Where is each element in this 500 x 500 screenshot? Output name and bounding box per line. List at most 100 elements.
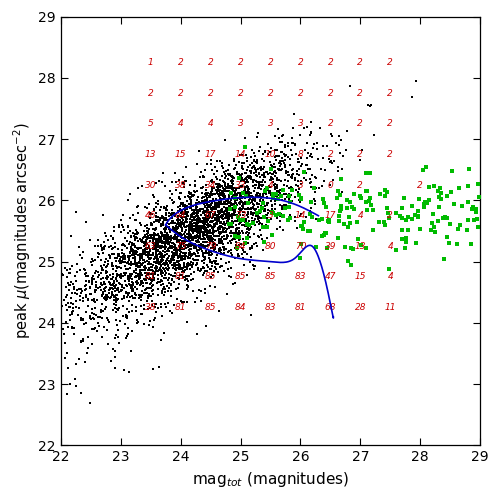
- Point: [202, 238, 209, 246]
- Point: [96, 250, 104, 258]
- Point: [199, 232, 207, 239]
- Point: [224, 190, 232, 198]
- Point: [231, 196, 239, 203]
- Point: [190, 234, 198, 241]
- Point: [235, 224, 243, 232]
- Point: [223, 206, 231, 214]
- Point: [237, 178, 245, 186]
- Point: [155, 216, 163, 224]
- Point: [132, 278, 140, 285]
- Point: [238, 244, 246, 252]
- Point: [284, 168, 292, 176]
- Point: [398, 226, 406, 234]
- Point: [144, 248, 152, 256]
- Point: [194, 214, 202, 222]
- Point: [148, 277, 156, 285]
- Point: [126, 214, 134, 222]
- Point: [148, 272, 156, 280]
- Point: [232, 234, 240, 242]
- Point: [200, 193, 207, 201]
- Point: [288, 186, 296, 194]
- Point: [130, 274, 138, 281]
- Point: [238, 176, 246, 184]
- Text: 2: 2: [358, 120, 363, 128]
- Point: [187, 252, 195, 260]
- Point: [280, 182, 288, 190]
- Point: [185, 228, 193, 235]
- Point: [134, 209, 142, 217]
- Point: [152, 258, 160, 266]
- Point: [232, 230, 239, 237]
- Point: [107, 232, 115, 240]
- Point: [88, 326, 96, 334]
- Point: [160, 202, 168, 210]
- Point: [228, 204, 236, 212]
- Point: [198, 222, 206, 230]
- Point: [141, 266, 149, 274]
- Point: [148, 231, 156, 239]
- Point: [114, 272, 122, 280]
- Point: [261, 188, 269, 196]
- Point: [250, 156, 258, 164]
- Point: [180, 248, 188, 256]
- Point: [194, 238, 202, 246]
- Point: [224, 187, 232, 195]
- Point: [300, 124, 308, 132]
- Point: [104, 260, 112, 268]
- Point: [194, 212, 202, 220]
- Point: [171, 244, 179, 252]
- Point: [161, 260, 169, 268]
- Point: [197, 184, 205, 192]
- Point: [146, 214, 154, 222]
- Point: [187, 234, 195, 242]
- Point: [116, 278, 124, 286]
- Point: [239, 208, 247, 216]
- Point: [190, 206, 198, 214]
- Point: [185, 246, 193, 254]
- Point: [408, 202, 416, 210]
- Point: [182, 237, 190, 245]
- Point: [258, 156, 266, 164]
- Point: [278, 202, 285, 210]
- Point: [186, 219, 194, 227]
- Point: [164, 233, 172, 241]
- Point: [262, 222, 270, 230]
- Point: [112, 298, 120, 306]
- Point: [115, 339, 123, 347]
- Point: [144, 270, 152, 278]
- Point: [142, 245, 150, 253]
- Point: [210, 206, 218, 214]
- Point: [161, 245, 169, 253]
- Point: [228, 177, 235, 185]
- Point: [156, 250, 164, 258]
- Point: [257, 164, 265, 172]
- Point: [184, 262, 192, 270]
- Point: [230, 184, 238, 192]
- Point: [180, 180, 188, 188]
- Point: [274, 164, 282, 172]
- Point: [185, 251, 193, 259]
- Point: [226, 220, 234, 228]
- Point: [143, 279, 151, 287]
- Point: [242, 200, 250, 207]
- Point: [152, 179, 160, 187]
- Point: [402, 234, 410, 241]
- Point: [123, 282, 131, 290]
- Point: [198, 197, 206, 205]
- Point: [133, 228, 141, 236]
- Point: [79, 294, 87, 302]
- Point: [158, 238, 166, 246]
- Point: [200, 240, 207, 248]
- Point: [181, 255, 189, 263]
- Point: [298, 160, 306, 168]
- Point: [72, 382, 80, 390]
- Point: [122, 312, 130, 320]
- Point: [183, 222, 191, 230]
- Point: [164, 238, 172, 246]
- Point: [362, 187, 370, 195]
- Point: [70, 330, 78, 338]
- Point: [272, 195, 280, 203]
- Point: [152, 238, 160, 246]
- Point: [88, 257, 96, 265]
- Point: [239, 204, 247, 212]
